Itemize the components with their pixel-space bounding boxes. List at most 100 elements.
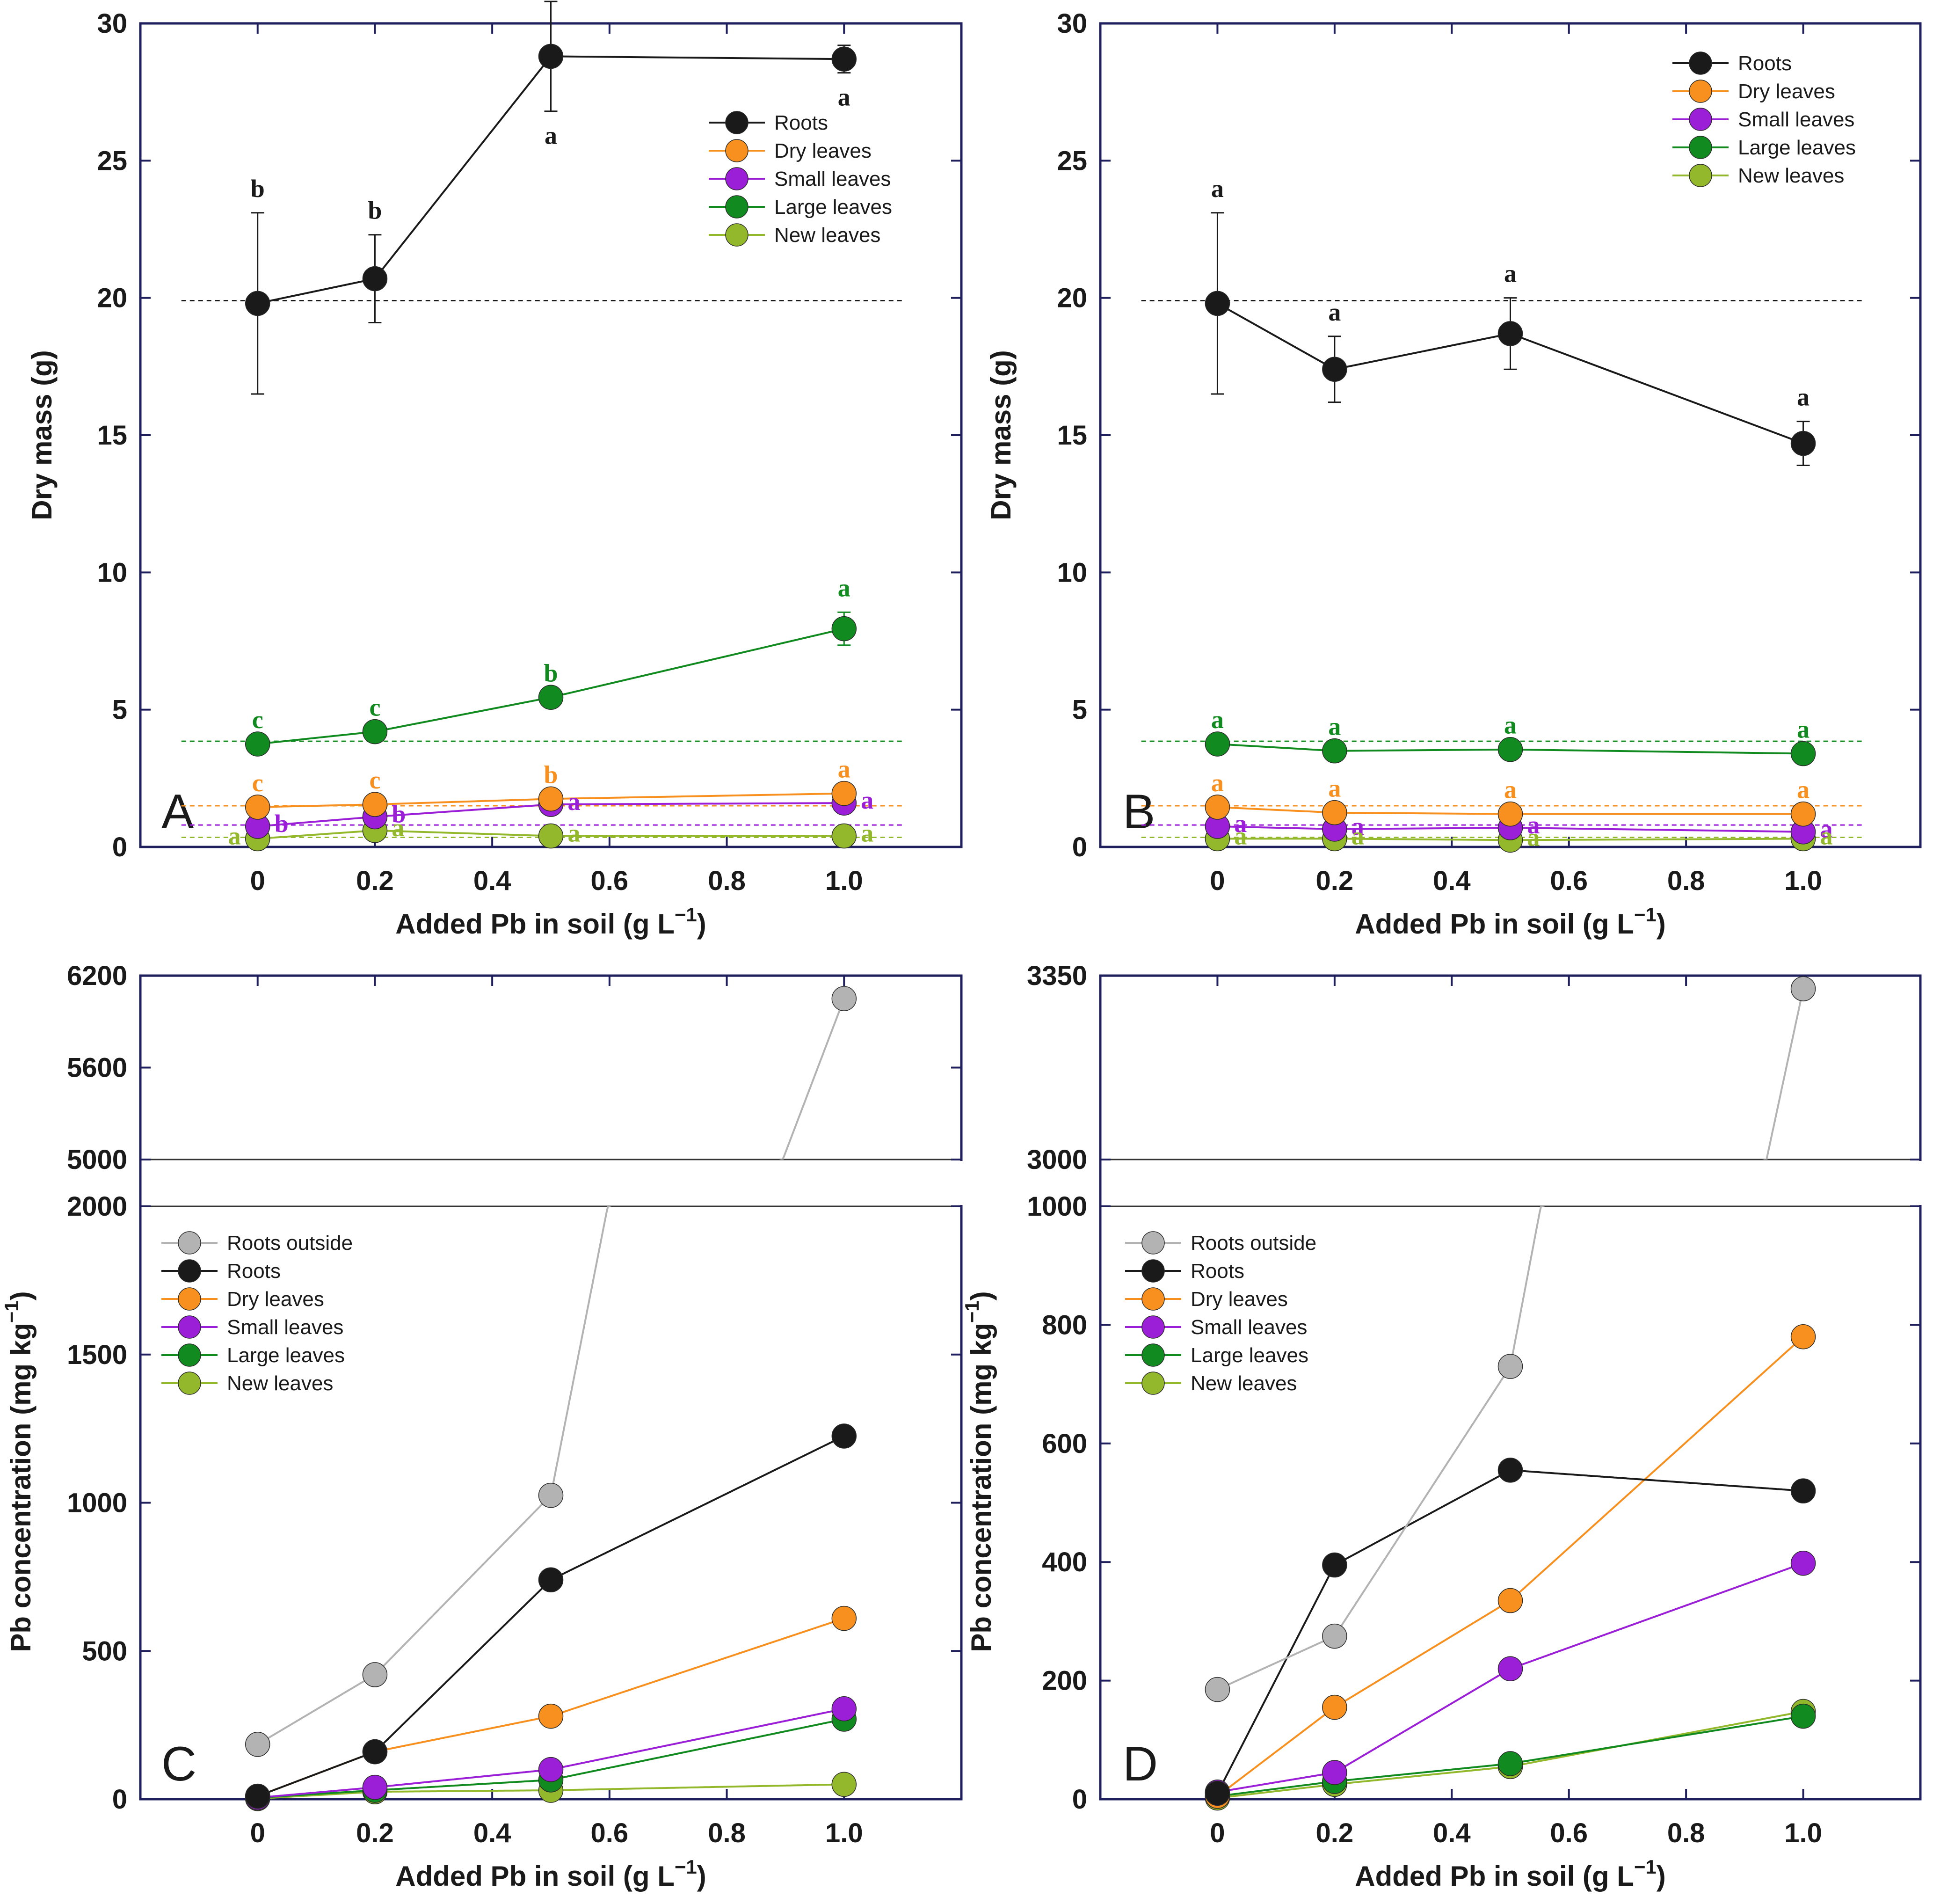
significance-letter: a <box>1820 815 1833 843</box>
x-tick-label: 0.4 <box>473 866 511 896</box>
data-point-roots <box>245 1783 270 1809</box>
data-point-large-leaves <box>1790 1703 1816 1729</box>
data-point-large-leaves <box>538 685 564 710</box>
series-line-new-leaves <box>257 1783 844 1799</box>
data-point-small-leaves <box>831 1696 857 1722</box>
legend-label-large-leaves: Large leaves <box>1191 1344 1308 1367</box>
y-axis-title-text: Pb concentration (mg kg <box>966 1323 997 1652</box>
panel-letter: D <box>1123 1737 1158 1791</box>
y-tick-label-lower: 0 <box>112 1784 127 1815</box>
legend-label-roots: Roots <box>1738 52 1792 75</box>
legend-label-large-leaves: Large leaves <box>227 1344 345 1367</box>
data-point-roots <box>831 46 857 72</box>
y-tick-label: 10 <box>1057 557 1087 588</box>
data-point-roots-outside <box>362 1662 388 1687</box>
significance-letter: a <box>838 83 850 111</box>
series-line-large-leaves <box>1217 1715 1803 1797</box>
legend-label-new-leaves: New leaves <box>1191 1372 1297 1395</box>
legend-label-dry-leaves: Dry leaves <box>1738 80 1835 103</box>
x-axis-title-text: Added Pb in soil (g L <box>1355 908 1634 940</box>
y-tick-label-lower: 1000 <box>67 1488 127 1518</box>
y-tick-label: 20 <box>97 283 127 314</box>
significance-letter: b <box>544 659 558 687</box>
legend-label-dry-leaves: Dry leaves <box>774 139 872 162</box>
significance-letter: a <box>1504 776 1517 804</box>
significance-letter: b <box>251 175 265 203</box>
legend-marker-large-leaves <box>725 195 748 219</box>
legend: Roots Dry leaves Small leaves Large leaves N… <box>709 111 892 247</box>
data-point-roots-outside <box>538 1482 564 1508</box>
legend-label-new-leaves: New leaves <box>1738 164 1844 187</box>
data-point-small-leaves <box>362 1774 388 1800</box>
legend-label-dry-leaves: Dry leaves <box>1191 1288 1288 1311</box>
significance-letter: a <box>1820 822 1833 850</box>
y-tick-label: 15 <box>97 420 127 451</box>
x-axis-title-text: Added Pb in soil (g L <box>1355 1860 1634 1892</box>
y-axis-title: Dry mass (g) <box>985 350 1017 520</box>
data-point-roots <box>1790 1478 1816 1503</box>
series-line-roots <box>257 1435 845 1797</box>
series-line-dry-leaves <box>257 792 844 808</box>
y-tick-label-upper: 6200 <box>67 961 127 991</box>
data-point-roots-outside <box>1205 1677 1230 1702</box>
legend-marker-small-leaves <box>1689 108 1712 131</box>
legend-marker-roots <box>725 111 748 134</box>
x-axis-title: Added Pb in soil (g L−1) <box>395 1856 706 1892</box>
y-axis-title: Dry mass (g) <box>26 350 58 520</box>
panel-d: 0 0.2 0.4 0.6 0.8 1.0 0 200 400 600 800 1000 3000 335… <box>961 961 1922 1892</box>
significance-letter: a <box>1234 822 1247 850</box>
significance-letter: a <box>228 822 241 850</box>
x-axis-title-end: ) <box>1657 908 1666 940</box>
legend-label-small-leaves: Small leaves <box>774 168 891 190</box>
x-tick-label: 1.0 <box>1784 866 1822 896</box>
legend-label-new-leaves: New leaves <box>227 1372 333 1395</box>
series-line-dry-leaves <box>1217 1336 1804 1797</box>
legend-marker-small-leaves <box>1141 1315 1165 1339</box>
legend: Roots outside Roots Dry leaves Small leaves… <box>161 1231 353 1395</box>
significance-letter: a <box>545 122 557 150</box>
significance-letter: c <box>252 769 263 797</box>
significance-letter: a <box>1328 298 1341 326</box>
panel-letter: A <box>161 785 194 839</box>
significance-letter: b <box>368 197 382 225</box>
significance-letter: a <box>1504 260 1517 288</box>
y-axis-title-text: Dry mass (g) <box>26 350 58 520</box>
series-line-roots <box>1217 302 1804 445</box>
significance-letter: a <box>1504 711 1517 739</box>
series-line-roots-outside <box>257 998 845 1745</box>
data-point-dry-leaves <box>538 1703 564 1729</box>
data-point-roots <box>1497 321 1523 346</box>
legend-marker-roots <box>1689 51 1712 75</box>
data-point-dry-leaves <box>831 781 857 806</box>
legend-marker-new-leaves <box>725 223 748 247</box>
legend-marker-roots <box>1141 1259 1165 1283</box>
legend-marker-large-leaves <box>178 1343 201 1367</box>
x-axis-title-superscript: −1 <box>1634 1856 1657 1878</box>
data-point-roots <box>245 291 270 316</box>
x-tick-label: 0.6 <box>591 1818 629 1848</box>
data-point-small-leaves <box>1790 1550 1816 1576</box>
x-tick-label: 0.6 <box>591 866 629 896</box>
data-point-roots-outside <box>1497 1354 1523 1379</box>
series-line-large-leaves <box>1217 743 1803 755</box>
series-line-small-leaves <box>1217 1562 1804 1793</box>
data-point-roots <box>1205 291 1230 316</box>
x-tick-label: 0 <box>250 1818 265 1848</box>
x-tick-label: 0.6 <box>1550 866 1588 896</box>
data-point-roots <box>538 44 564 69</box>
significance-letter: a <box>568 788 581 816</box>
x-tick-label: 0.8 <box>708 1818 746 1848</box>
data-point-roots-outside <box>245 1732 270 1757</box>
legend: Roots outside Roots Dry leaves Small leaves… <box>1125 1231 1316 1395</box>
plot-frame <box>1099 974 1922 1801</box>
legend-marker-roots-outside <box>1141 1231 1165 1255</box>
x-tick-label: 1.0 <box>825 1818 863 1848</box>
significance-letter: a <box>1234 810 1247 838</box>
significance-letter: a <box>838 755 850 783</box>
significance-letter: b <box>392 800 406 828</box>
y-axis-title: Pb concentration (mg kg−1) <box>0 1291 36 1652</box>
data-point-new-leaves <box>538 823 564 849</box>
data-point-dry-leaves <box>1322 800 1347 825</box>
significance-letter: a <box>1328 774 1341 802</box>
series-line-small-leaves <box>1217 825 1803 833</box>
